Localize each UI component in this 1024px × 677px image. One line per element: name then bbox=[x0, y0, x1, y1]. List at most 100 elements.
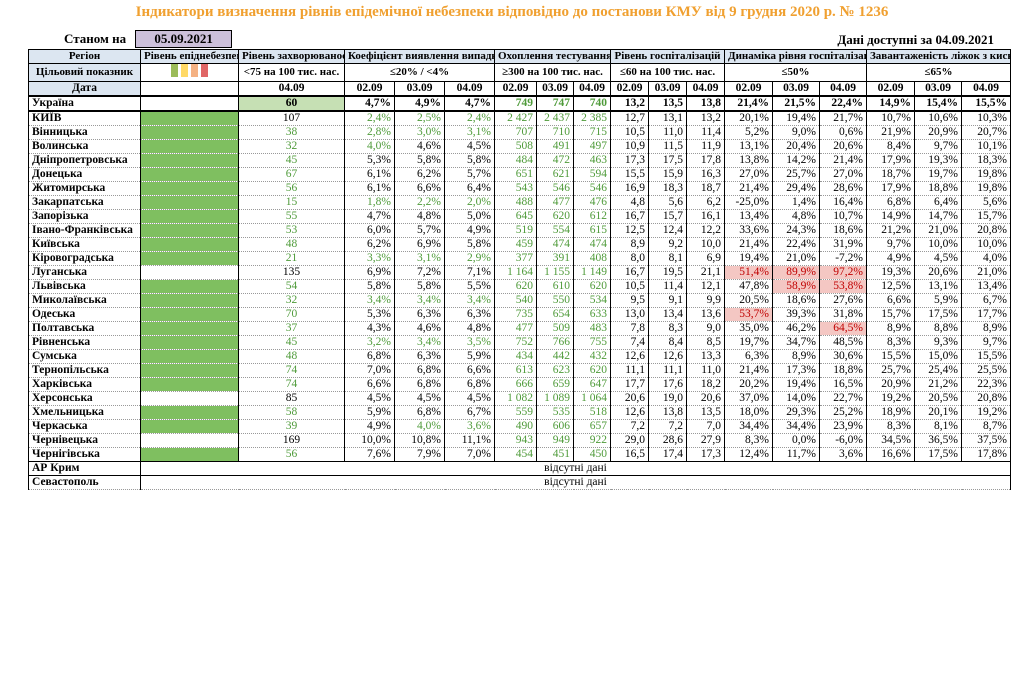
hosp-cell: 16,3 bbox=[686, 167, 725, 182]
hosp-cell: 11,1 bbox=[648, 363, 687, 378]
detection-cell: 4,9% bbox=[344, 419, 395, 434]
testing-cell: 1 089 bbox=[536, 391, 574, 406]
hosp-cell: 11,1 bbox=[610, 363, 649, 378]
detection-cell: 5,7% bbox=[444, 167, 495, 182]
dyn-cell: 22,4% bbox=[772, 237, 820, 252]
col-detection: Коефіцієнт виявлення випадків інфікуванн… bbox=[344, 49, 495, 64]
level-cell bbox=[140, 293, 239, 308]
hosp-cell: 11,4 bbox=[648, 279, 687, 294]
detection-cell: 2,0% bbox=[444, 195, 495, 210]
detection-cell: 11,1% bbox=[444, 433, 495, 448]
testing-cell: 474 bbox=[573, 237, 611, 252]
col-oxygen: Завантаженість ліжок з киснем bbox=[865, 49, 1012, 64]
detection-cell: 3,4% bbox=[444, 293, 495, 308]
hosp-cell: 13,5 bbox=[686, 405, 725, 420]
dyn-cell: 27,0% bbox=[724, 167, 773, 182]
region-name: Одеська bbox=[28, 307, 141, 322]
target-incidence: <75 на 100 тис. нас. bbox=[238, 63, 345, 82]
indicators-table: Регіон Рівень епіднебезпеки Рівень захво… bbox=[28, 49, 1012, 490]
dyn-cell: 53,7% bbox=[724, 307, 773, 322]
hosp-cell: 16,9 bbox=[610, 181, 649, 196]
dyn-cell: 16,4% bbox=[819, 195, 867, 210]
detection-cell: 6,8% bbox=[394, 377, 445, 392]
region-name: Чернігівська bbox=[28, 447, 141, 462]
region-name: АР Крим bbox=[28, 461, 141, 476]
hosp-cell: 12,6 bbox=[648, 349, 687, 364]
region-row: Івано-Франківська 53 6,0% 5,7% 4,9% 519 554 615… bbox=[28, 223, 1012, 238]
incidence-cell: 37 bbox=[238, 321, 345, 336]
testing-cell: 615 bbox=[573, 223, 611, 238]
oxygen-cell: 8,1% bbox=[914, 419, 962, 434]
region-row: Полтавська 37 4,3% 4,6% 4,8% 477 509 483 7,8 8,3 9… bbox=[28, 321, 1012, 336]
dyn-cell: 24,3% bbox=[772, 223, 820, 238]
oxygen-cell: 6,6% bbox=[866, 293, 915, 308]
detection-cell: 6,4% bbox=[444, 181, 495, 196]
testing-cell: 2 385 bbox=[573, 110, 611, 126]
oxygen-cell: 20,8% bbox=[960, 391, 1012, 406]
hosp-cell: 9,2 bbox=[648, 237, 687, 252]
incidence-cell: 169 bbox=[238, 433, 345, 448]
detection-cell: 3,6% bbox=[444, 419, 495, 434]
testing-cell: 476 bbox=[573, 195, 611, 210]
oxygen-cell: 4,9% bbox=[866, 251, 915, 266]
region-row: Донецька 67 6,1% 6,2% 5,7% 651 621 594 15,5 15,9 1… bbox=[28, 167, 1012, 182]
region-row: Тернопільська 74 7,0% 6,8% 6,6% 613 623 620 11,1… bbox=[28, 363, 1012, 378]
region-row: Рівненська 45 3,2% 3,4% 3,5% 752 766 755 7,4 8,4 8… bbox=[28, 335, 1012, 350]
testing-cell: 621 bbox=[536, 167, 574, 182]
oxygen-cell: 18,9% bbox=[866, 405, 915, 420]
dyn-cell: 31,8% bbox=[819, 307, 867, 322]
testing-cell: 450 bbox=[573, 447, 611, 462]
dyn-cell: 8,9% bbox=[772, 349, 820, 364]
hosp-cell: 12,2 bbox=[686, 223, 725, 238]
dyn-cell: 39,3% bbox=[772, 307, 820, 322]
testing-cell: 391 bbox=[536, 251, 574, 266]
region-name: Донецька bbox=[28, 167, 141, 182]
dyn-cell: 34,7% bbox=[772, 335, 820, 350]
incidence-cell: 60 bbox=[238, 95, 345, 112]
incidence-cell: 15 bbox=[238, 195, 345, 210]
incidence-cell: 21 bbox=[238, 251, 345, 266]
dyn-cell: 34,4% bbox=[724, 419, 773, 434]
dyn-cell: 9,0% bbox=[772, 125, 820, 140]
oxygen-cell: 18,8% bbox=[914, 181, 962, 196]
oxygen-cell: 8,8% bbox=[914, 321, 962, 336]
detection-cell: 2,4% bbox=[444, 110, 495, 126]
region-row: Чернівецька 169 10,0% 10,8% 11,1% 943 949 922 29… bbox=[28, 433, 1012, 448]
level-cell bbox=[140, 237, 239, 252]
incidence-cell: 39 bbox=[238, 419, 345, 434]
oxygen-cell: 19,2% bbox=[866, 391, 915, 406]
oxygen-cell: 10,7% bbox=[866, 110, 915, 126]
detection-cell: 6,2% bbox=[344, 237, 395, 252]
oxygen-cell: 21,9% bbox=[866, 125, 915, 140]
level-cell bbox=[140, 110, 239, 126]
hosp-cell: 6,9 bbox=[686, 251, 725, 266]
oxygen-cell: 14,9% bbox=[866, 209, 915, 224]
testing-cell: 620 bbox=[573, 363, 611, 378]
region-name: Волинська bbox=[28, 139, 141, 154]
hosp-cell: 15,5 bbox=[610, 167, 649, 182]
dyn-cell: 29,4% bbox=[772, 181, 820, 196]
level-cell bbox=[140, 95, 239, 112]
detection-cell: 5,7% bbox=[394, 223, 445, 238]
detection-cell: 4,7% bbox=[444, 95, 495, 112]
detection-cell: 4,7% bbox=[344, 95, 395, 112]
dyn-cell: 19,4% bbox=[772, 377, 820, 392]
detection-cell: 2,5% bbox=[394, 110, 445, 126]
oxygen-cell: 6,8% bbox=[866, 195, 915, 210]
region-name: Вінницька bbox=[28, 125, 141, 140]
data-available: Дані доступні за 04.09.2021 bbox=[837, 32, 994, 47]
dyn-cell: 4,8% bbox=[772, 209, 820, 224]
dyn-cell: 27,6% bbox=[819, 293, 867, 308]
dyn-cell: 12,4% bbox=[724, 447, 773, 462]
oxygen-cell: 21,0% bbox=[960, 265, 1012, 280]
incidence-cell: 48 bbox=[238, 237, 345, 252]
region-name: Чернівецька bbox=[28, 433, 141, 448]
detection-cell: 4,0% bbox=[344, 139, 395, 154]
oxygen-cell: 15,0% bbox=[914, 349, 962, 364]
testing-cell: 659 bbox=[536, 377, 574, 392]
dyn-cell: 5,2% bbox=[724, 125, 773, 140]
oxygen-cell: 8,3% bbox=[866, 419, 915, 434]
hosp-cell: 4,8 bbox=[610, 195, 649, 210]
dyn-cell: 21,4% bbox=[724, 95, 773, 112]
detection-cell: 7,2% bbox=[394, 265, 445, 280]
